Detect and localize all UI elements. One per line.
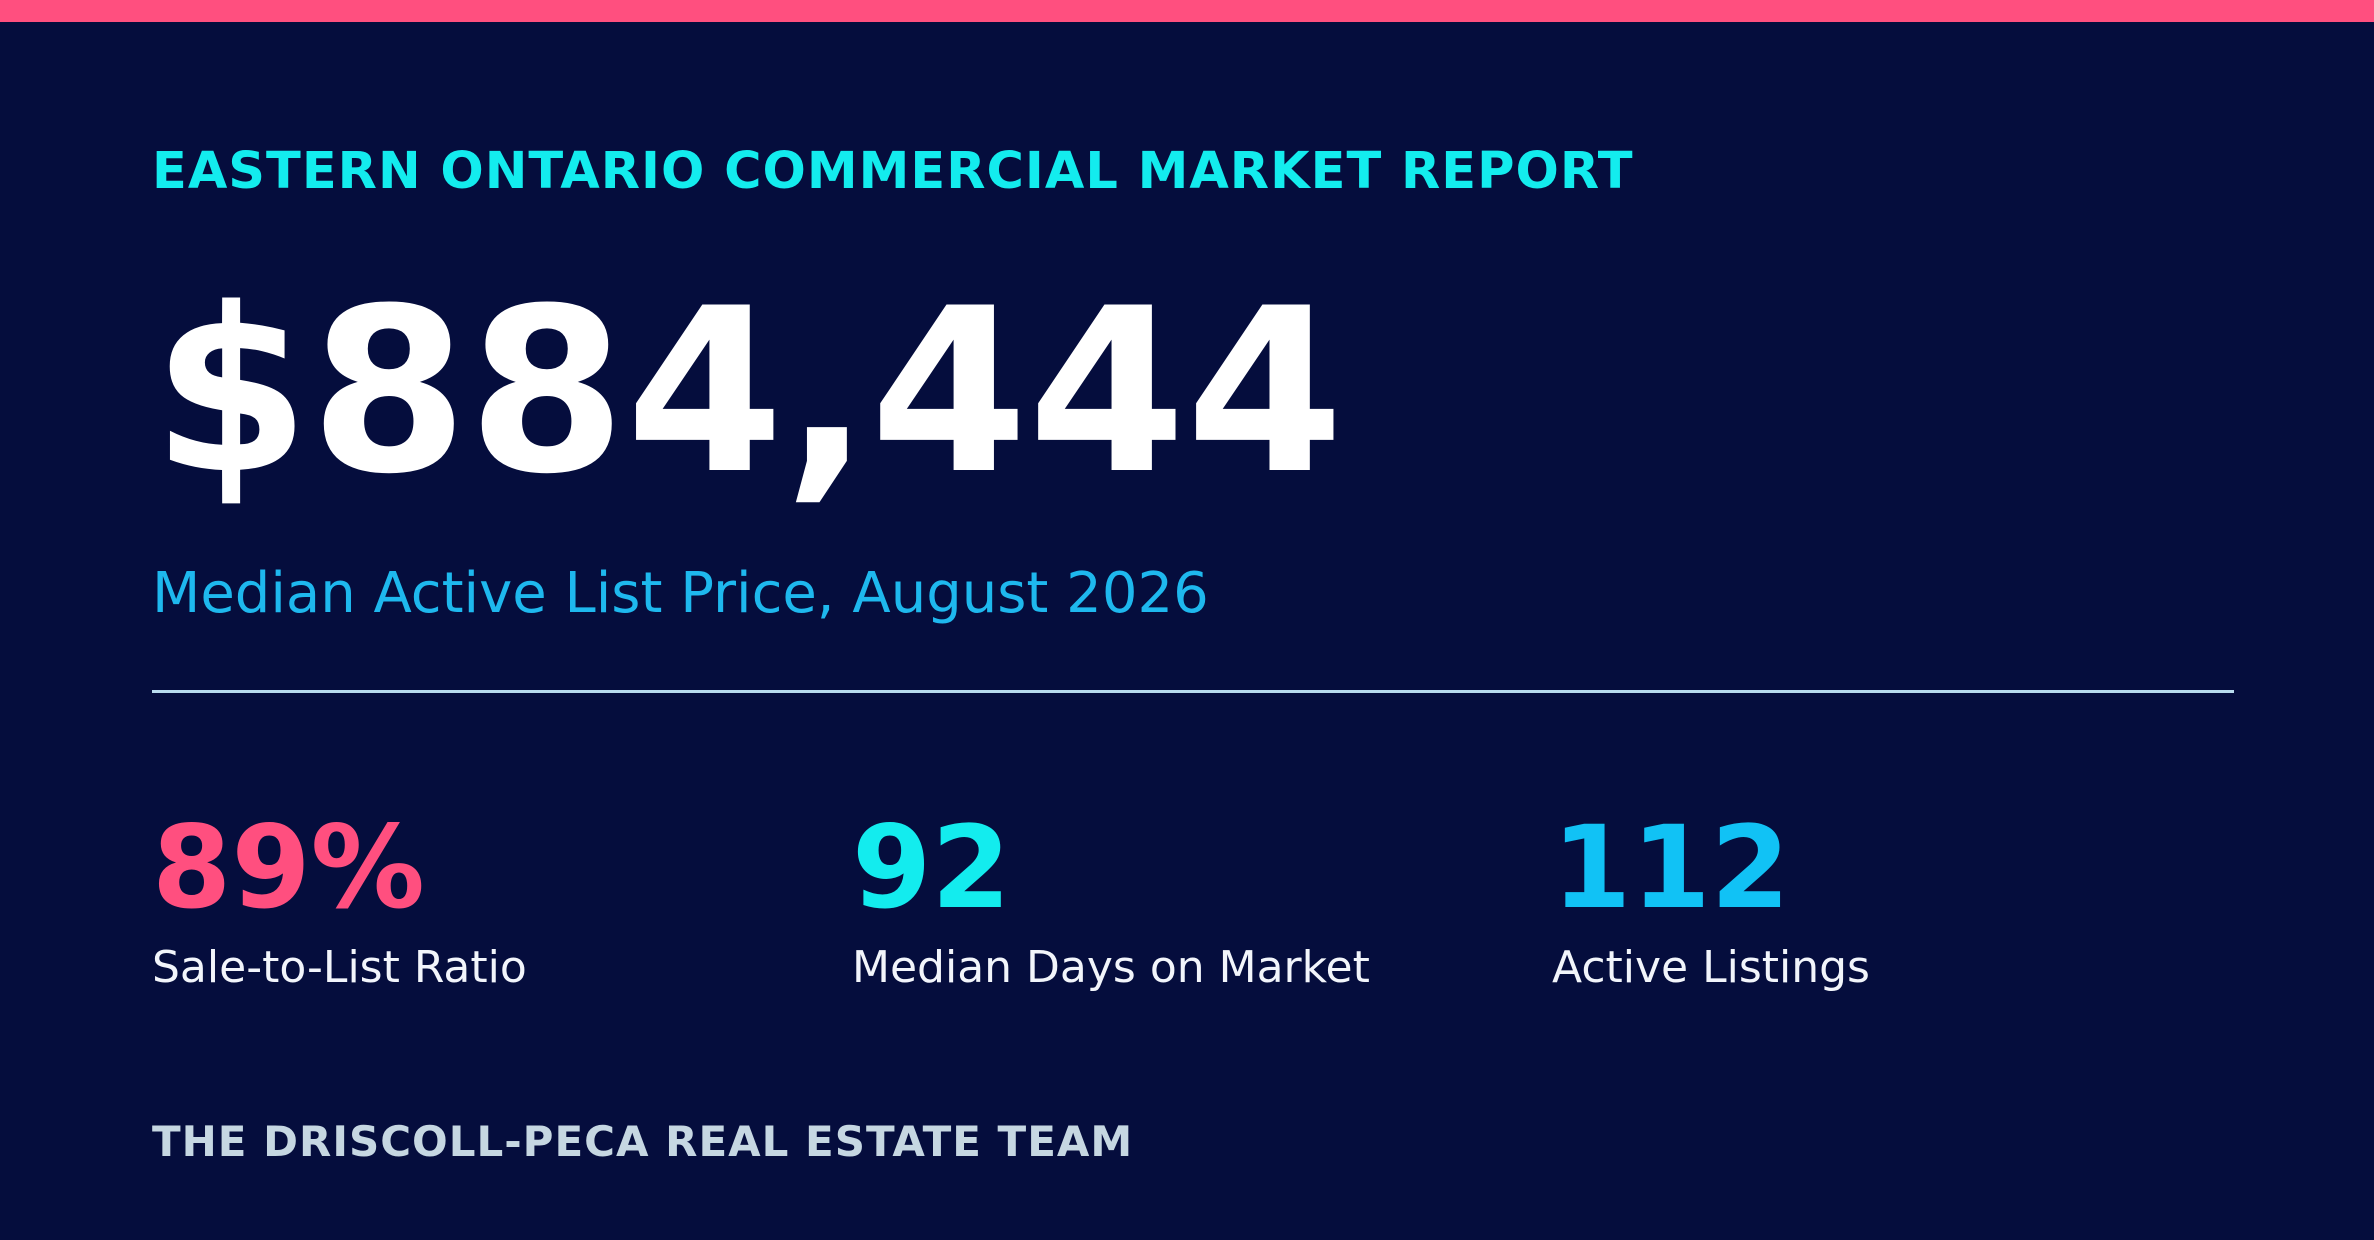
section-divider: [152, 690, 2234, 693]
stat-value: 89%: [152, 801, 425, 934]
stat-label: Median Days on Market: [852, 942, 1370, 993]
stat-label: Sale-to-List Ratio: [152, 942, 527, 993]
top-accent-bar: [0, 0, 2374, 22]
stat-median-days-on-market: 92 Median Days on Market: [852, 800, 1512, 998]
stat-sale-to-list-ratio: 89% Sale-to-List Ratio: [152, 800, 812, 998]
team-name-footer: THE DRISCOLL-PECA REAL ESTATE TEAM: [152, 1117, 1134, 1166]
stat-value: 92: [852, 801, 1011, 934]
median-list-price-caption: Median Active List Price, August 2026: [152, 561, 1209, 626]
median-list-price-value: $884,444: [152, 259, 1344, 524]
report-title: EASTERN ONTARIO COMMERCIAL MARKET REPORT: [152, 142, 1634, 201]
stat-value: 112: [1552, 801, 1790, 934]
stat-label: Active Listings: [1552, 942, 1870, 993]
stat-active-listings: 112 Active Listings: [1552, 800, 2212, 998]
